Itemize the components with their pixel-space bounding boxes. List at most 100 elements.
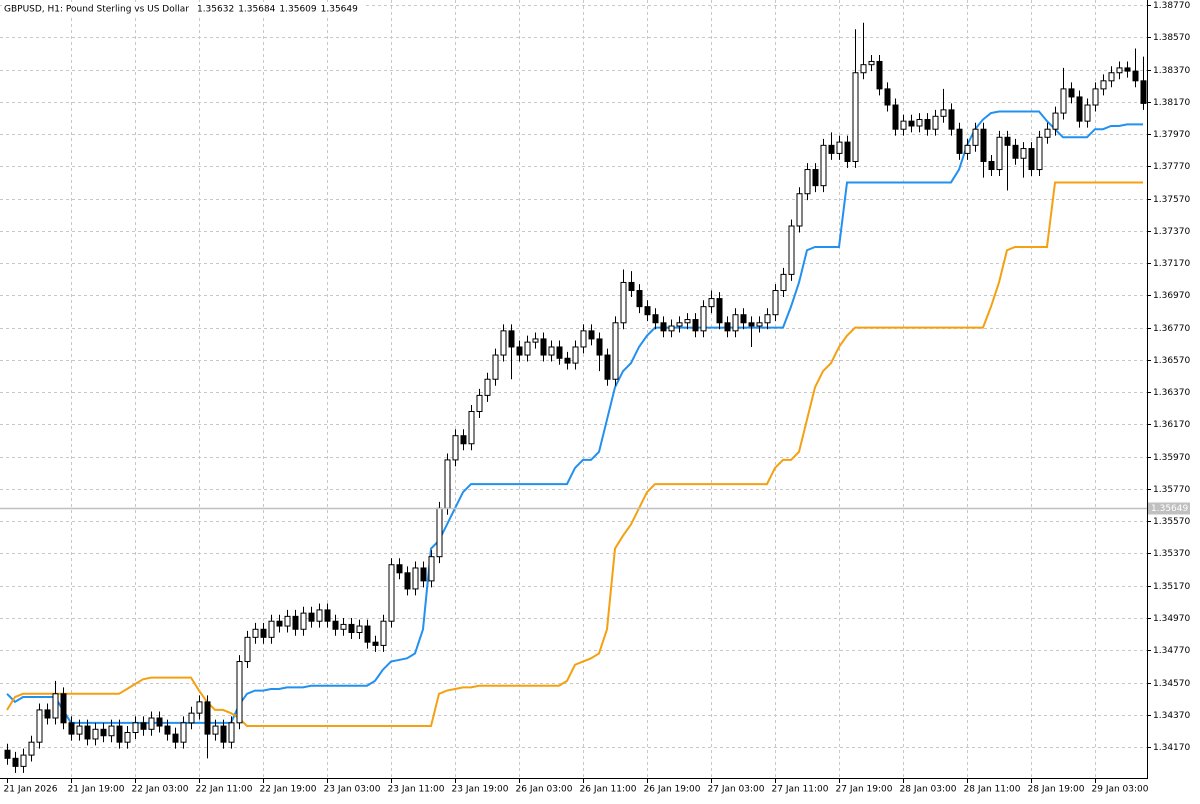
candle-body bbox=[476, 394, 483, 413]
candle-body bbox=[380, 620, 387, 646]
y-tick-label: 1.36170 bbox=[1153, 420, 1190, 430]
candle-body bbox=[548, 346, 555, 356]
candle-body bbox=[820, 144, 827, 187]
candle-body bbox=[876, 60, 883, 90]
y-tick-label: 1.35370 bbox=[1153, 549, 1190, 559]
candle-body bbox=[1028, 148, 1035, 171]
price-label-bg bbox=[1148, 502, 1190, 515]
x-tick-label: 27 Jan 19:00 bbox=[836, 785, 893, 795]
candle-body bbox=[12, 757, 19, 767]
candle-body bbox=[252, 628, 259, 638]
candle-body bbox=[372, 641, 379, 646]
candle-body bbox=[1044, 128, 1051, 138]
candles bbox=[4, 22, 1147, 773]
header-value: 1.35609 bbox=[279, 5, 316, 15]
candle-body bbox=[236, 661, 243, 724]
candle-body bbox=[4, 749, 11, 759]
candle-body bbox=[1116, 67, 1123, 74]
candle-body bbox=[28, 741, 35, 756]
candle-body bbox=[276, 620, 283, 627]
candle-body bbox=[772, 290, 779, 316]
candle-body bbox=[588, 330, 595, 340]
candle-body bbox=[396, 564, 403, 574]
header-value: 1.35684 bbox=[238, 5, 275, 15]
candle-body bbox=[516, 346, 523, 356]
candle-body bbox=[84, 725, 91, 740]
candle-body bbox=[492, 354, 499, 380]
candle-body bbox=[988, 160, 995, 171]
candle-body bbox=[756, 322, 763, 327]
x-tick-label: 28 Jan 19:00 bbox=[1028, 785, 1085, 795]
candle-body bbox=[196, 701, 203, 714]
x-tick-label: 23 Jan 03:00 bbox=[324, 785, 381, 795]
candle-body bbox=[132, 722, 139, 734]
indicator-line bbox=[6, 181, 1143, 728]
candle-body bbox=[636, 290, 643, 308]
header-value: 1.35632 bbox=[197, 5, 234, 15]
candle-body bbox=[924, 119, 931, 130]
candle-body bbox=[748, 322, 755, 327]
x-tick-label: 27 Jan 03:00 bbox=[708, 785, 765, 795]
candle-body bbox=[940, 109, 947, 117]
candle-body bbox=[60, 693, 67, 724]
candle-body bbox=[1100, 80, 1107, 90]
x-tick-label: 22 Jan 03:00 bbox=[132, 785, 189, 795]
candle-body bbox=[300, 612, 307, 630]
candle-body bbox=[972, 128, 979, 146]
y-tick-label: 1.35570 bbox=[1153, 517, 1190, 527]
candle-body bbox=[884, 88, 891, 106]
candle-body bbox=[268, 620, 275, 638]
y-tick-label: 1.34770 bbox=[1153, 646, 1190, 656]
candle-body bbox=[52, 693, 59, 719]
candle-body bbox=[1084, 104, 1091, 122]
candle-body bbox=[764, 314, 771, 324]
candle-body bbox=[1132, 70, 1139, 82]
y-tick-label: 1.38770 bbox=[1153, 1, 1190, 11]
candle-body bbox=[556, 346, 563, 359]
candle-body bbox=[1092, 88, 1099, 106]
candle-body bbox=[1060, 88, 1067, 114]
candle-body bbox=[596, 338, 603, 356]
candle-body bbox=[1004, 136, 1011, 146]
candle-body bbox=[356, 625, 363, 633]
candle-body bbox=[812, 169, 819, 187]
candle-body bbox=[676, 322, 683, 327]
y-tick-label: 1.38370 bbox=[1153, 66, 1190, 76]
candle-body bbox=[1076, 96, 1083, 122]
x-tick-label: 22 Jan 11:00 bbox=[196, 785, 253, 795]
candle-body bbox=[452, 435, 459, 461]
candle-body bbox=[44, 709, 51, 719]
candle-body bbox=[204, 701, 211, 735]
candle-body bbox=[92, 728, 99, 740]
candle-body bbox=[36, 709, 43, 743]
candle-body bbox=[20, 754, 27, 767]
candle-body bbox=[116, 725, 123, 743]
candle-body bbox=[900, 120, 907, 130]
candle-body bbox=[724, 322, 731, 332]
candle-body bbox=[1068, 88, 1075, 98]
candle-body bbox=[580, 330, 587, 348]
candle-body bbox=[652, 314, 659, 324]
candle-body bbox=[908, 120, 915, 127]
candle-body bbox=[524, 341, 531, 356]
candle-body bbox=[124, 732, 131, 743]
candle-body bbox=[164, 725, 171, 735]
x-tick-label: 28 Jan 11:00 bbox=[964, 785, 1021, 795]
candle-body bbox=[892, 104, 899, 130]
candle-body bbox=[844, 141, 851, 162]
y-tick-label: 1.36570 bbox=[1153, 356, 1190, 366]
x-tick-label: 23 Jan 11:00 bbox=[388, 785, 445, 795]
y-tick-label: 1.34170 bbox=[1153, 743, 1190, 753]
candle-body bbox=[668, 325, 675, 332]
candle-body bbox=[532, 338, 539, 343]
candle-body bbox=[100, 728, 107, 737]
x-tick-label: 29 Jan 03:00 bbox=[1092, 785, 1149, 795]
indicator-line bbox=[6, 110, 1143, 724]
candle-body bbox=[932, 115, 939, 130]
candle-body bbox=[1012, 144, 1019, 159]
candle-body bbox=[108, 725, 115, 737]
candle-body bbox=[340, 623, 347, 630]
candle-body bbox=[996, 136, 1003, 171]
candle-body bbox=[68, 722, 75, 735]
